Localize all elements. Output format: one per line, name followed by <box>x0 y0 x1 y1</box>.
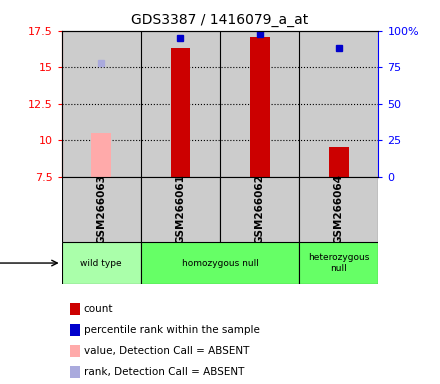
Text: percentile rank within the sample: percentile rank within the sample <box>84 325 260 335</box>
Text: GSM266064: GSM266064 <box>334 174 344 244</box>
Text: rank, Detection Call = ABSENT: rank, Detection Call = ABSENT <box>84 367 244 377</box>
Text: heterozygous
null: heterozygous null <box>308 253 370 273</box>
Bar <box>299 31 378 177</box>
Bar <box>62 31 141 177</box>
Bar <box>220 177 299 242</box>
Text: GSM266063: GSM266063 <box>96 174 106 244</box>
Text: wild type: wild type <box>81 258 122 268</box>
Bar <box>62 242 141 284</box>
Bar <box>220 31 299 177</box>
Bar <box>62 177 141 242</box>
Bar <box>299 177 378 242</box>
Title: GDS3387 / 1416079_a_at: GDS3387 / 1416079_a_at <box>132 13 308 27</box>
Text: GSM266061: GSM266061 <box>176 174 185 244</box>
Text: homozygous null: homozygous null <box>182 258 258 268</box>
Text: count: count <box>84 304 113 314</box>
Bar <box>92 133 111 177</box>
Bar <box>250 36 269 177</box>
Bar <box>141 177 220 242</box>
Bar <box>141 31 220 177</box>
Bar <box>299 242 378 284</box>
Bar <box>329 147 349 177</box>
Text: value, Detection Call = ABSENT: value, Detection Call = ABSENT <box>84 346 249 356</box>
Bar <box>141 242 299 284</box>
Text: GSM266062: GSM266062 <box>255 174 264 244</box>
Bar <box>170 48 190 177</box>
